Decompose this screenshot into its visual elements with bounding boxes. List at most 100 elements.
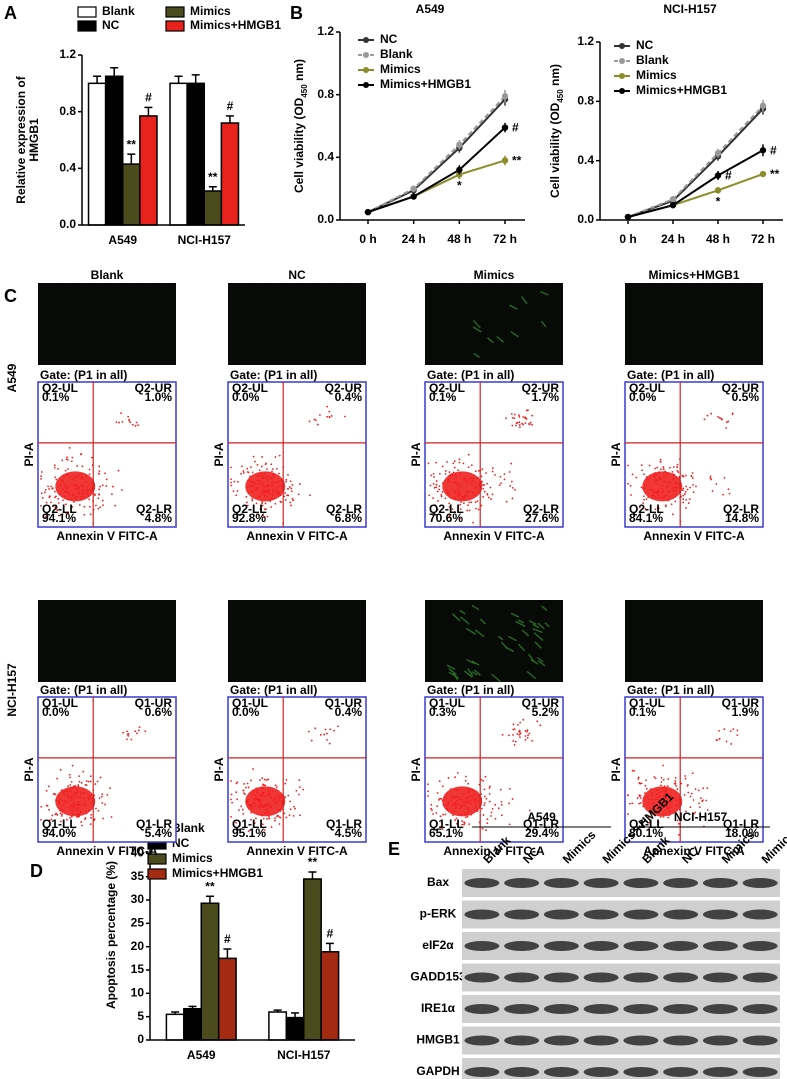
event-dot: [693, 812, 695, 815]
legend-label: Mimics+HMGB1: [172, 866, 263, 880]
blot-band: [504, 878, 540, 888]
event-dot: [448, 506, 451, 508]
event-dot: [513, 417, 516, 420]
event-dot: [82, 791, 85, 794]
row-label: A549: [5, 363, 19, 392]
significance-label: **: [770, 167, 780, 181]
event-dot: [638, 802, 641, 805]
event-dot: [642, 502, 645, 505]
fluorescence: [479, 618, 487, 625]
event-dot: [105, 485, 108, 487]
event-dot: [467, 798, 470, 801]
event-dot: [644, 784, 647, 787]
event-dot: [74, 476, 77, 479]
event-dot: [659, 468, 662, 471]
event-dot: [655, 793, 658, 795]
blot-band: [663, 941, 699, 951]
event-dot: [524, 735, 527, 737]
quadrant-name: Q1-UR: [135, 696, 173, 710]
event-dot: [465, 775, 467, 778]
event-dot: [472, 477, 474, 480]
micrograph: [38, 600, 176, 682]
event-dot: [694, 788, 697, 791]
event-dot: [663, 476, 665, 478]
event-dot: [661, 484, 664, 487]
event-dot: [497, 807, 500, 810]
event-dot: [668, 814, 671, 817]
event-dot: [677, 482, 679, 485]
event-dot: [63, 495, 66, 498]
fluorescence: [451, 613, 461, 622]
y-tick-label: 25: [131, 916, 145, 930]
event-dot: [674, 782, 677, 785]
event-dot: [72, 787, 74, 789]
event-dot: [705, 799, 708, 802]
event-dot: [83, 505, 86, 508]
blot-strip: [462, 1058, 780, 1079]
fluorescence: [515, 620, 526, 628]
event-dot: [313, 418, 316, 421]
event-dot: [694, 811, 697, 814]
event-dot: [459, 804, 462, 806]
event-dot: [64, 486, 67, 488]
event-dot: [442, 813, 445, 816]
event-dot: [72, 805, 75, 807]
event-dot: [673, 473, 675, 476]
quadrant-name: Q2-LR: [136, 502, 172, 516]
quadrant-percent: 94.0%: [42, 826, 76, 840]
event-dot: [446, 492, 449, 495]
point: [410, 193, 417, 200]
quadrant-percent: 84.1%: [629, 511, 663, 525]
event-dot: [491, 467, 494, 470]
event-dot: [293, 805, 295, 808]
event-dot: [447, 494, 450, 496]
event-dot: [640, 464, 643, 467]
quadrant-name: Q1-UL: [42, 696, 78, 710]
blot-band: [742, 1067, 778, 1077]
event-dot: [715, 483, 718, 485]
event-dot: [667, 807, 670, 810]
event-dot: [266, 818, 268, 820]
event-dot: [80, 496, 83, 499]
event-dot: [654, 508, 657, 511]
event-dot: [248, 804, 251, 807]
event-dot: [455, 796, 458, 798]
event-dot: [657, 791, 660, 794]
quadrant-name: Q1-LL: [429, 817, 464, 831]
event-dot: [45, 501, 48, 504]
x-axis-label: Annexin V FITC-A: [443, 844, 545, 858]
event-dot: [99, 506, 101, 509]
event-dot: [56, 777, 59, 780]
event-dot: [319, 414, 321, 416]
event-dot: [514, 488, 516, 491]
event-dot: [78, 486, 81, 489]
event-dot: [80, 781, 83, 784]
event-dot: [281, 800, 283, 803]
event-dot: [467, 782, 470, 785]
event-dot: [269, 500, 271, 503]
quadrant-percent: 1.0%: [145, 390, 173, 404]
event-dot: [633, 769, 636, 772]
legend-label: NC: [380, 32, 398, 46]
event-dot: [685, 474, 687, 477]
event-dot: [651, 791, 653, 794]
y-axis-label-part: nm): [292, 59, 306, 84]
cell-cluster: [245, 786, 286, 817]
column-title: Mimics+HMGB1: [648, 268, 739, 282]
blot-band: [504, 909, 540, 920]
event-dot: [469, 802, 472, 805]
fluorescence: [536, 656, 544, 663]
y-axis-label-part: 450: [556, 89, 565, 103]
event-dot: [77, 796, 80, 799]
event-dot: [500, 801, 503, 803]
event-dot: [264, 784, 267, 787]
event-dot: [431, 513, 434, 516]
event-dot: [467, 504, 469, 507]
event-dot: [98, 488, 101, 491]
event-dot: [635, 476, 638, 479]
protein-label: eIF2α: [422, 938, 454, 952]
event-dot: [261, 501, 264, 503]
blot-band: [504, 941, 540, 951]
fluorescence: [527, 653, 535, 662]
event-dot: [517, 724, 519, 726]
